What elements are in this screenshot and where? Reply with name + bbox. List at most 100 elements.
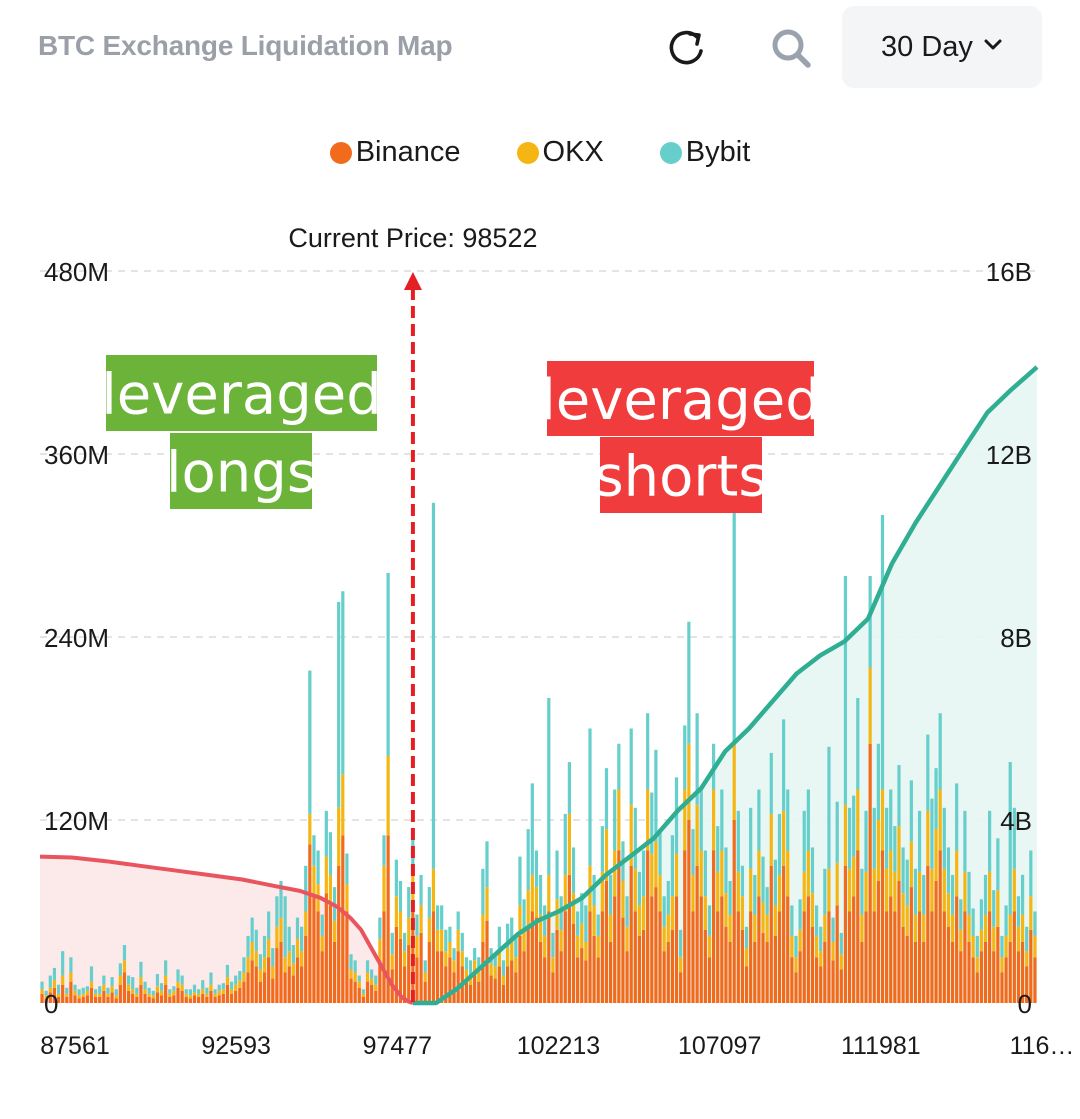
- bar-segment-okx: [501, 975, 506, 985]
- bar-segment-bybit: [592, 874, 596, 906]
- bar-segment-bybit: [769, 752, 773, 814]
- bar-segment-binance: [106, 996, 110, 1003]
- bar-segment-binance: [155, 992, 160, 1003]
- bar-segment-okx: [633, 868, 637, 912]
- bar-segment-bybit: [44, 990, 48, 996]
- bar-segment-bybit: [839, 932, 843, 955]
- bar-segment-bybit: [238, 970, 242, 981]
- bar-segment-okx: [304, 911, 308, 936]
- bar-segment-bybit: [905, 859, 909, 906]
- bar-segment-bybit: [555, 850, 559, 900]
- bar-segment-binance: [666, 942, 670, 1003]
- bar-segment-okx: [300, 951, 304, 967]
- bar-segment-binance: [703, 929, 707, 1003]
- bar-segment-binance: [1025, 966, 1029, 1003]
- bar-segment-binance: [48, 992, 52, 1003]
- bar-segment-okx: [168, 993, 172, 997]
- bar-segment-binance: [73, 995, 77, 1004]
- bar-segment-binance: [1008, 942, 1012, 1003]
- bar-segment-bybit: [975, 935, 979, 958]
- bar-segment-binance: [893, 911, 897, 1003]
- bar-segment-bybit: [831, 917, 835, 942]
- bar-segment-okx: [526, 890, 530, 927]
- legend-item-okx[interactable]: OKX: [516, 136, 604, 169]
- bar-segment-bybit: [221, 983, 225, 990]
- bar-segment-bybit: [699, 789, 703, 851]
- bar-segment-okx: [518, 905, 522, 936]
- bar-segment-binance: [505, 966, 510, 1003]
- bar-segment-bybit: [353, 960, 357, 973]
- bar-segment-okx: [872, 868, 876, 912]
- bar-segment-binance: [864, 911, 868, 1003]
- bar-segment-bybit: [728, 881, 732, 915]
- bar-segment-okx: [942, 868, 946, 912]
- bar-segment-okx: [683, 789, 687, 851]
- bar-segment-bybit: [357, 975, 361, 982]
- bar-segment-okx: [744, 948, 749, 967]
- bar-segment-okx: [901, 893, 905, 927]
- bar-segment-okx: [308, 813, 312, 845]
- bar-segment-okx: [254, 951, 258, 967]
- legend-item-bybit[interactable]: Bybit: [659, 136, 750, 169]
- bar-segment-bybit: [749, 807, 753, 869]
- bar-segment-binance: [398, 938, 403, 1003]
- bar-segment-okx: [398, 911, 403, 939]
- bar-segment-binance: [641, 929, 646, 1003]
- bar-segment-okx: [1004, 935, 1008, 958]
- bar-segment-binance: [963, 911, 967, 1003]
- refresh-icon[interactable]: [660, 22, 712, 74]
- bar-segment-okx: [728, 914, 732, 942]
- bar-segment-bybit: [794, 935, 798, 958]
- search-icon[interactable]: [765, 22, 817, 74]
- legend-dot-bybit: [659, 141, 682, 164]
- bar-segment-okx: [584, 942, 588, 961]
- period-select[interactable]: 30 Day: [842, 6, 1042, 88]
- bar-segment-binance: [860, 942, 864, 1003]
- bar-segment-binance: [724, 926, 728, 1003]
- bar-segment-binance: [526, 926, 530, 1003]
- bar-segment-bybit: [386, 572, 390, 756]
- bar-segment-bybit: [979, 899, 983, 930]
- bar-segment-okx: [765, 914, 769, 942]
- bar-segment-binance: [695, 865, 699, 1003]
- bar-segment-binance: [749, 911, 753, 1003]
- bar-segment-bybit: [89, 966, 94, 982]
- bar-segment-binance: [448, 957, 452, 1003]
- bar-segment-bybit: [510, 917, 514, 939]
- bar-segment-okx: [613, 850, 617, 897]
- bar-segment-binance: [357, 987, 361, 1003]
- bar-segment-okx: [971, 935, 975, 958]
- bar-segment-binance: [345, 911, 349, 1003]
- bar-segment-bybit: [312, 835, 316, 866]
- bar-segment-bybit: [588, 728, 592, 866]
- bar-segment-bybit: [604, 768, 609, 830]
- legend-item-binance[interactable]: Binance: [329, 136, 461, 169]
- bar-segment-okx: [262, 957, 267, 973]
- x-tick-label: 107097: [678, 1032, 761, 1060]
- bar-segment-bybit: [415, 914, 419, 936]
- bar-segment-okx: [983, 914, 988, 942]
- bar-segment-binance: [61, 984, 65, 1003]
- bar-segment-okx: [460, 951, 464, 967]
- bar-segment-okx: [77, 995, 81, 999]
- bar-segment-binance: [856, 850, 860, 1003]
- bar-segment-okx: [197, 993, 201, 997]
- y-tick-label-left: 120M: [44, 806, 109, 836]
- bar-segment-binance: [979, 951, 983, 1003]
- bar-segment-binance: [1029, 929, 1033, 1003]
- bar-segment-binance: [769, 865, 773, 1003]
- bar-segment-okx: [654, 841, 658, 888]
- bar-segment-binance: [415, 957, 419, 1003]
- bar-segment-okx: [275, 926, 279, 949]
- bar-segment-binance: [827, 911, 831, 1003]
- bar-segment-bybit: [934, 768, 938, 830]
- bar-segment-binance: [955, 896, 959, 1003]
- bar-segment-okx: [839, 954, 843, 970]
- bar-segment-binance: [662, 951, 666, 1003]
- bar-segment-okx: [819, 951, 823, 967]
- bar-segment-bybit: [983, 874, 988, 915]
- bar-segment-binance: [217, 995, 221, 1004]
- bar-segment-binance: [897, 881, 901, 1003]
- bar-segment-binance: [580, 948, 584, 1003]
- chart-title: BTC Exchange Liquidation Map: [38, 30, 453, 61]
